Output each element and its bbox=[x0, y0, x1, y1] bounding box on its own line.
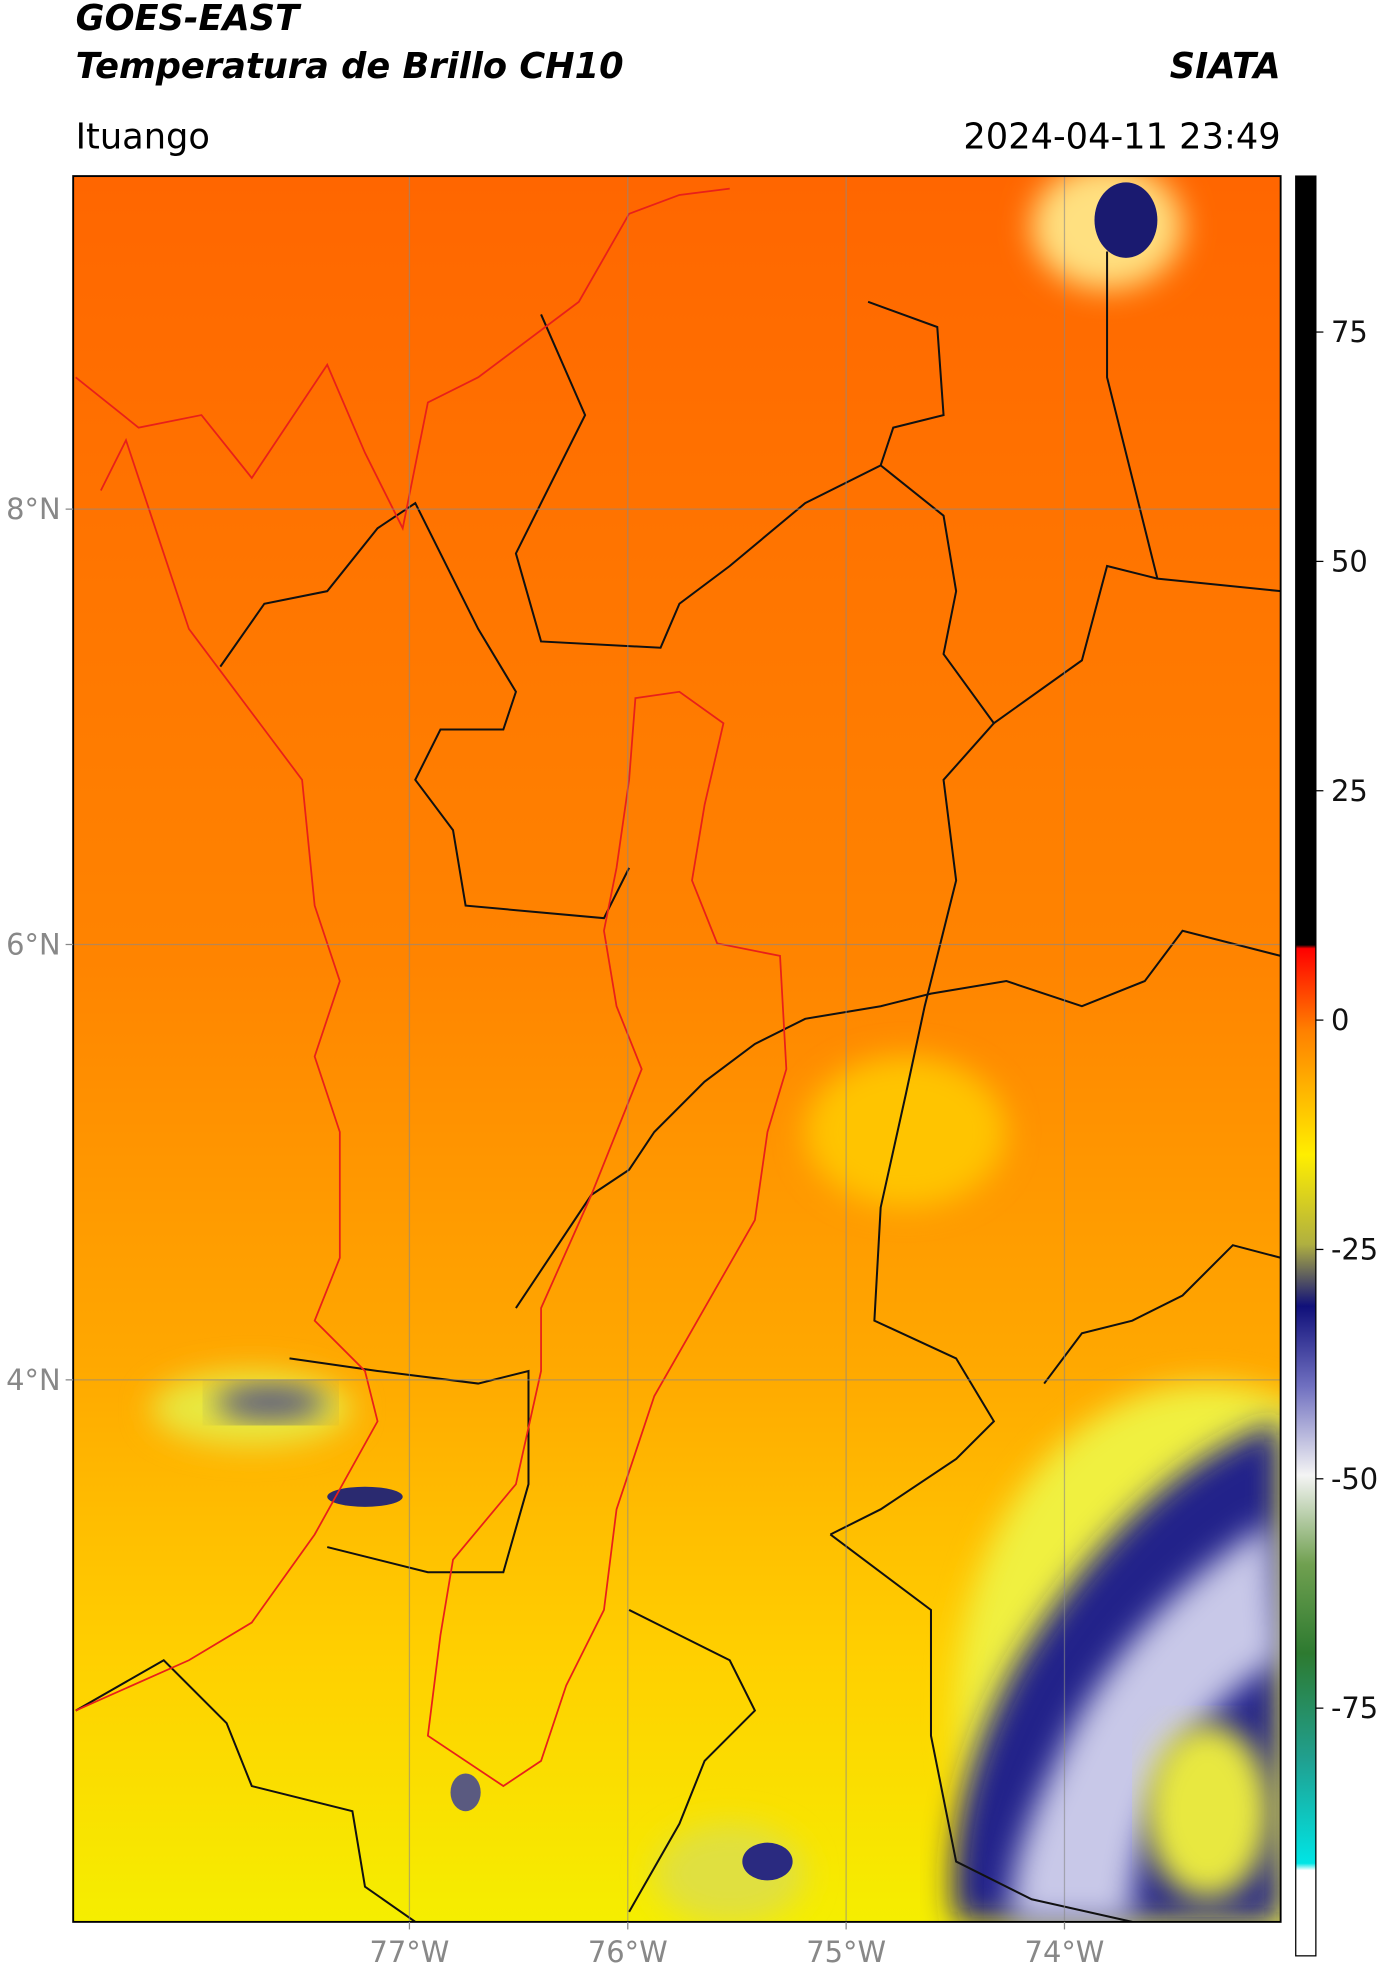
colorbar bbox=[1295, 175, 1317, 1957]
colorbar-tick-label: 25 bbox=[1331, 774, 1368, 808]
x-tick-label: 77°W bbox=[370, 1935, 450, 1969]
source: SIATA bbox=[1170, 46, 1281, 87]
y-tick-label: 8°N bbox=[6, 492, 60, 526]
colorbar-tick-label: 50 bbox=[1331, 544, 1368, 578]
region: Ituango bbox=[76, 116, 210, 157]
grid bbox=[73, 176, 1281, 1922]
y-tick-label: 4°N bbox=[6, 1363, 60, 1397]
y-tick-label: 6°N bbox=[6, 928, 60, 962]
map-image bbox=[73, 176, 1281, 1922]
map-frame bbox=[72, 175, 1282, 1923]
colorbar-tick-label: 75 bbox=[1331, 315, 1368, 349]
x-tick-label: 75°W bbox=[806, 1935, 886, 1969]
colorbar-tick-label: -75 bbox=[1331, 1691, 1378, 1725]
colorbar-tick-label: -25 bbox=[1331, 1233, 1378, 1267]
colorbar-tick-label: -50 bbox=[1331, 1462, 1378, 1496]
colorbar-tick-label: 0 bbox=[1331, 1003, 1349, 1037]
timestamp: 2024-04-11 23:49 bbox=[963, 116, 1280, 157]
x-tick-label: 76°W bbox=[588, 1935, 668, 1969]
x-tick-label: 74°W bbox=[1025, 1935, 1105, 1969]
subtitle: Temperatura de Brillo CH10 bbox=[76, 46, 624, 87]
title: GOES-EAST bbox=[76, 0, 302, 39]
